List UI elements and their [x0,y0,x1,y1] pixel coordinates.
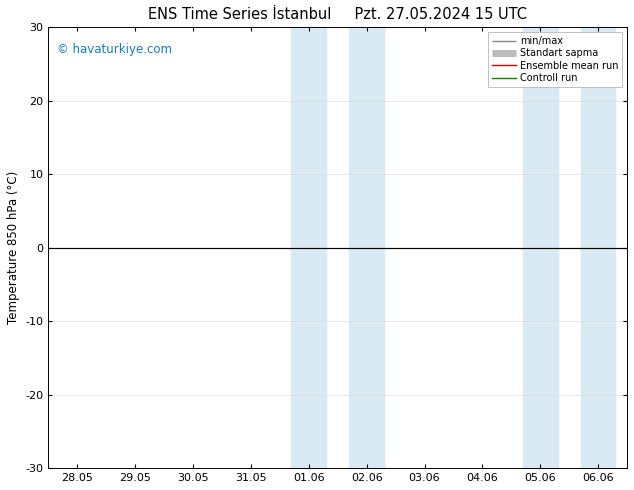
Title: ENS Time Series İstanbul     Pzt. 27.05.2024 15 UTC: ENS Time Series İstanbul Pzt. 27.05.2024… [148,7,527,22]
Legend: min/max, Standart sapma, Ensemble mean run, Controll run: min/max, Standart sapma, Ensemble mean r… [488,32,622,87]
Y-axis label: Temperature 850 hPa (°C): Temperature 850 hPa (°C) [7,171,20,324]
Text: © havaturkiye.com: © havaturkiye.com [57,43,172,56]
Bar [292,27,327,468]
Bar [349,27,384,468]
Bar [523,27,558,468]
Bar [581,27,616,468]
